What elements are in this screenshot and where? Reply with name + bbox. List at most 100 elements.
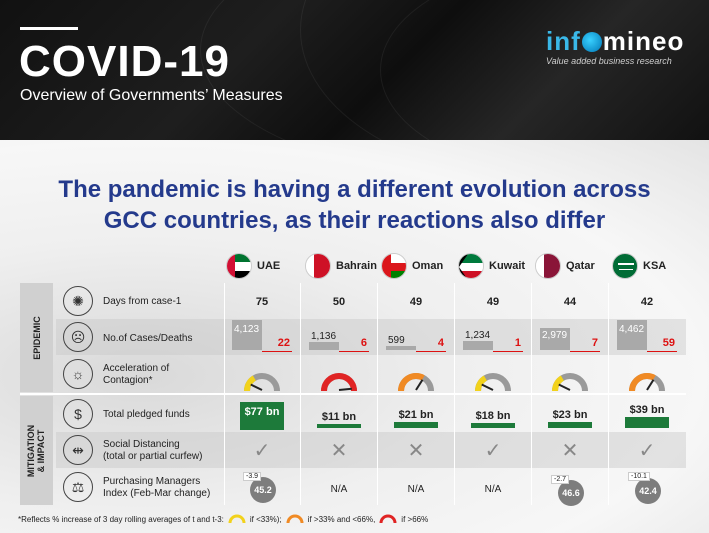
pmi-oman: N/A [407,484,425,495]
cases-bar [540,328,570,350]
distancing-oman: ✕ [381,438,451,463]
funds-value: $11 bn [321,411,357,423]
funds-bahrain: $11 bn [317,406,361,428]
pmi-label-line-1: Purchasing Managers [103,476,201,487]
money-hand-icon: $ [63,399,93,429]
pmi-hand-icon: ⚖ [63,472,93,502]
funds-oman: $21 bn [394,404,438,428]
acceleration-label-line-1: Acceleration of [103,363,170,374]
gauge-needle [338,387,352,391]
cases-bahrain: 1,136 6 [309,320,371,352]
days-kuwait: 49 [486,296,500,308]
distancing-uae: ✓ [227,438,297,463]
distancing-kuwait: ✓ [458,438,528,463]
cross-icon: ✕ [407,440,425,462]
section-epidemic: EPIDEMIC [20,283,53,392]
gauge-uae [244,373,280,392]
country-name: Oman [412,260,444,272]
cases-bar [463,341,493,350]
cases-value: 4,123 [234,324,260,335]
days-uae: 75 [255,296,269,308]
country-bahrain: Bahrain [305,251,377,281]
row-distancing-bg [56,432,686,468]
cases-oman: 599 4 [386,320,448,352]
gauge-fill [244,375,257,392]
deaths-line [493,350,523,352]
row-cases-label: No.of Cases/Deaths [103,333,193,344]
page-title: COVID-19 [19,37,230,86]
gauge-fill [629,373,656,392]
funds-bar [471,423,515,428]
pmi-change-qatar: -2.7 [551,475,570,484]
country-name: UAE [257,260,281,272]
spread-people-icon: ☼ [63,359,93,389]
people-cross-icon: ☹ [63,322,93,352]
deaths-value: 1 [514,337,521,349]
gauge-low-legend-icon [228,514,246,524]
funds-qatar: $23 bn [548,404,592,428]
deaths-value: 59 [662,337,675,349]
page-subtitle: Overview of Governments’ Measures [20,87,283,104]
row-days-label: Days from case-1 [103,296,182,307]
pmi-bahrain: N/A [330,484,348,495]
cases-value: 1,136 [311,331,337,342]
gauge-needle [250,383,263,391]
gauge-qatar [552,373,588,392]
row-funds-label: Total pledged funds [103,409,190,420]
cases-bar [386,346,416,350]
deaths-line [570,350,600,352]
funds-bar [317,424,361,428]
cases-value: 4,462 [619,324,645,335]
check-icon: ✓ [484,440,502,462]
pmi-change-ksa: -10.1 [628,472,650,481]
pmi-kuwait: N/A [484,484,502,495]
distancing-icon: ⇹ [63,435,93,465]
deaths-line [647,350,677,352]
days-oman: 49 [409,296,423,308]
cases-uae: 4,123 22 [232,320,294,352]
qatar-flag-icon [535,253,561,279]
gauge-fill [475,375,488,392]
column-separator [531,283,532,505]
gauge-bahrain [321,373,357,392]
funds-value: $18 bn [475,410,511,422]
funds-bar [625,417,669,428]
pmi-change-uae: -3.9 [243,472,262,481]
gauge-needle [481,383,494,391]
oman-flag-icon [381,253,407,279]
distancing-bahrain: ✕ [304,438,374,463]
funds-bar [394,422,438,428]
deaths-line [262,350,292,352]
gauge-needle [558,383,571,391]
gauge-needle [646,379,655,391]
country-ksa: KSA [612,251,666,281]
days-bahrain: 50 [332,296,346,308]
country-name: Qatar [566,260,595,272]
funds-value: $21 bn [398,409,434,421]
headline-line-2: GCC countries, as their reactions also d… [103,207,606,234]
funds-kuwait: $18 bn [471,405,515,428]
cases-bar [232,320,262,350]
gauge-fill [321,373,357,392]
gauge-high-legend-icon [379,514,397,524]
gauge-fill [552,375,565,392]
funds-value: $23 bn [552,409,588,421]
funds-bar [548,422,592,428]
check-icon: ✓ [253,440,271,462]
funds-uae: $77 bn [240,400,284,430]
cases-value: 599 [388,335,405,346]
row-acceleration-label: Acceleration of Contagion* [103,363,169,387]
footnote-high: if >66% [401,514,429,524]
globe-icon [581,32,602,52]
bahrain-flag-icon [305,253,331,279]
gauge-kuwait [475,373,511,392]
country-name: Bahrain [336,260,377,272]
deaths-value: 4 [437,337,444,349]
column-separator [608,283,609,505]
cases-kuwait: 1,234 1 [463,320,525,352]
company-logo: inf mineo [546,26,685,56]
country-uae: UAE [226,251,280,281]
footnote-medium: if >33% and <66%, [307,514,376,524]
pmi-uae: 45.2 [250,477,276,503]
funds-value: $39 bn [629,404,665,416]
